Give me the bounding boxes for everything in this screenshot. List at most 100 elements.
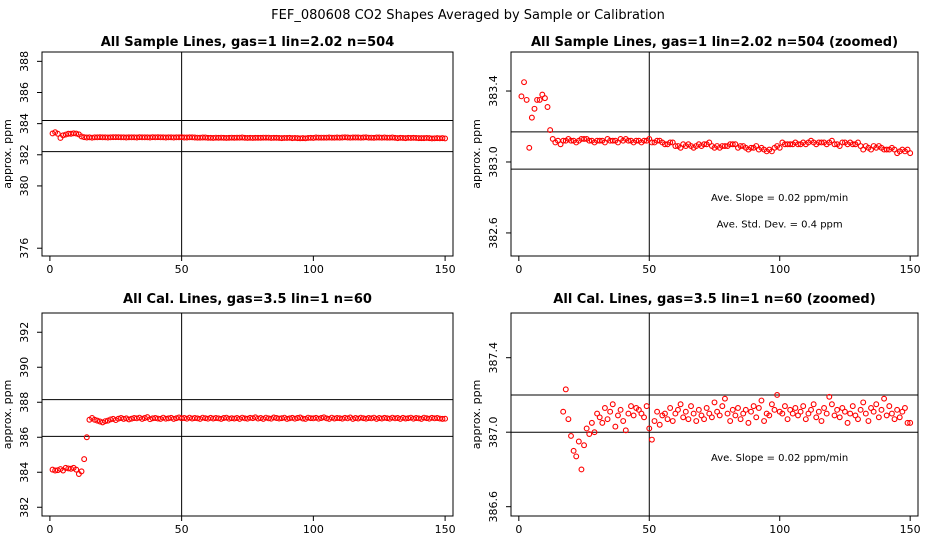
data-point [141,415,148,421]
data-point [625,137,632,144]
data-point [719,403,726,410]
data-point [218,415,225,422]
x-tick-label: 50 [175,523,189,536]
y-tick-label: 387.0 [487,416,500,448]
figure-title: FEF_080608 CO2 Shapes Averaged by Sample… [271,8,665,23]
data-point [633,137,640,144]
data-point [701,416,708,423]
y-tick-label: 386.6 [487,491,500,523]
y-tick-label: 386 [18,82,31,103]
data-point [628,403,634,410]
data-point [902,405,908,411]
data-point [526,144,533,151]
data-point [721,395,728,402]
data-point [891,416,898,423]
data-point [860,399,867,406]
data-point [818,418,825,424]
y-tick-label: 384 [18,462,31,483]
chart-panel-1: All Sample Lines, gas=1 lin=2.02 n=504 0 5… [1,35,456,276]
data-point [711,399,718,406]
data-point [323,415,330,422]
y-axis-label: approx. ppm [470,119,483,189]
data-point [265,415,272,422]
data-point [755,405,762,411]
data-point [802,416,809,423]
data-point [125,416,132,423]
data-point [609,137,616,144]
data-point [886,403,893,410]
x-tick-label: 50 [642,263,656,276]
data-point [191,415,198,421]
data-point [68,465,74,472]
data-point [768,401,775,408]
data-point [661,141,668,148]
y-tick-label: 388 [18,392,31,413]
data-point [81,456,88,463]
data-point [297,414,304,421]
data-point [591,429,598,436]
data-point [797,408,804,415]
data-point [787,141,794,148]
data-point [677,401,684,408]
data-point [357,414,364,421]
data-point [654,408,661,415]
data-point [575,438,582,445]
data-point [102,418,109,425]
data-point [583,425,590,432]
data-point [656,421,663,428]
data-point [839,139,846,146]
data-point [894,406,901,413]
data-point [724,410,731,417]
data-point [284,415,290,422]
data-point [320,414,327,421]
data-point [831,141,838,148]
data-point [607,408,614,415]
x-tick-label: 150 [900,523,921,536]
data-point [766,412,773,419]
data-point [147,416,153,423]
data-point [844,419,851,426]
y-tick-label: 382 [18,497,31,518]
data-point [695,406,702,413]
data-point [680,414,687,421]
data-point [573,453,580,460]
data-point [896,414,903,421]
data-point [581,135,588,142]
data-point [528,114,535,121]
data-point [834,406,841,413]
data-point [139,415,146,422]
data-point [630,412,637,419]
x-tick-label: 100 [303,263,324,276]
data-point [847,410,854,417]
data-point [648,139,655,146]
data-point [878,406,885,413]
data-point [442,135,449,142]
data-point [800,403,807,410]
data-point [78,468,85,475]
annotation-text: Ave. Std. Dev. = 0.4 ppm [717,219,843,230]
y-axis-label: approx. ppm [1,119,14,189]
data-point [808,406,814,413]
data-point [648,436,655,443]
data-point [588,419,595,426]
data-point [831,412,838,419]
data-point [562,386,569,393]
x-tick-label: 100 [303,523,324,536]
data-point [442,415,449,422]
data-point [685,416,692,423]
data-point [841,408,848,415]
x-tick-label: 150 [435,523,456,536]
data-point [875,414,882,421]
x-tick-label: 150 [900,263,921,276]
y-tick-label: 392 [18,322,31,343]
data-point [821,405,828,411]
data-point [758,397,765,404]
data-point [779,410,786,417]
y-tick-label: 384 [18,113,31,134]
data-point [107,416,114,423]
data-point [439,415,446,422]
data-point [581,442,588,449]
data-point [836,414,843,421]
data-point [534,96,541,103]
data-point [434,415,441,421]
